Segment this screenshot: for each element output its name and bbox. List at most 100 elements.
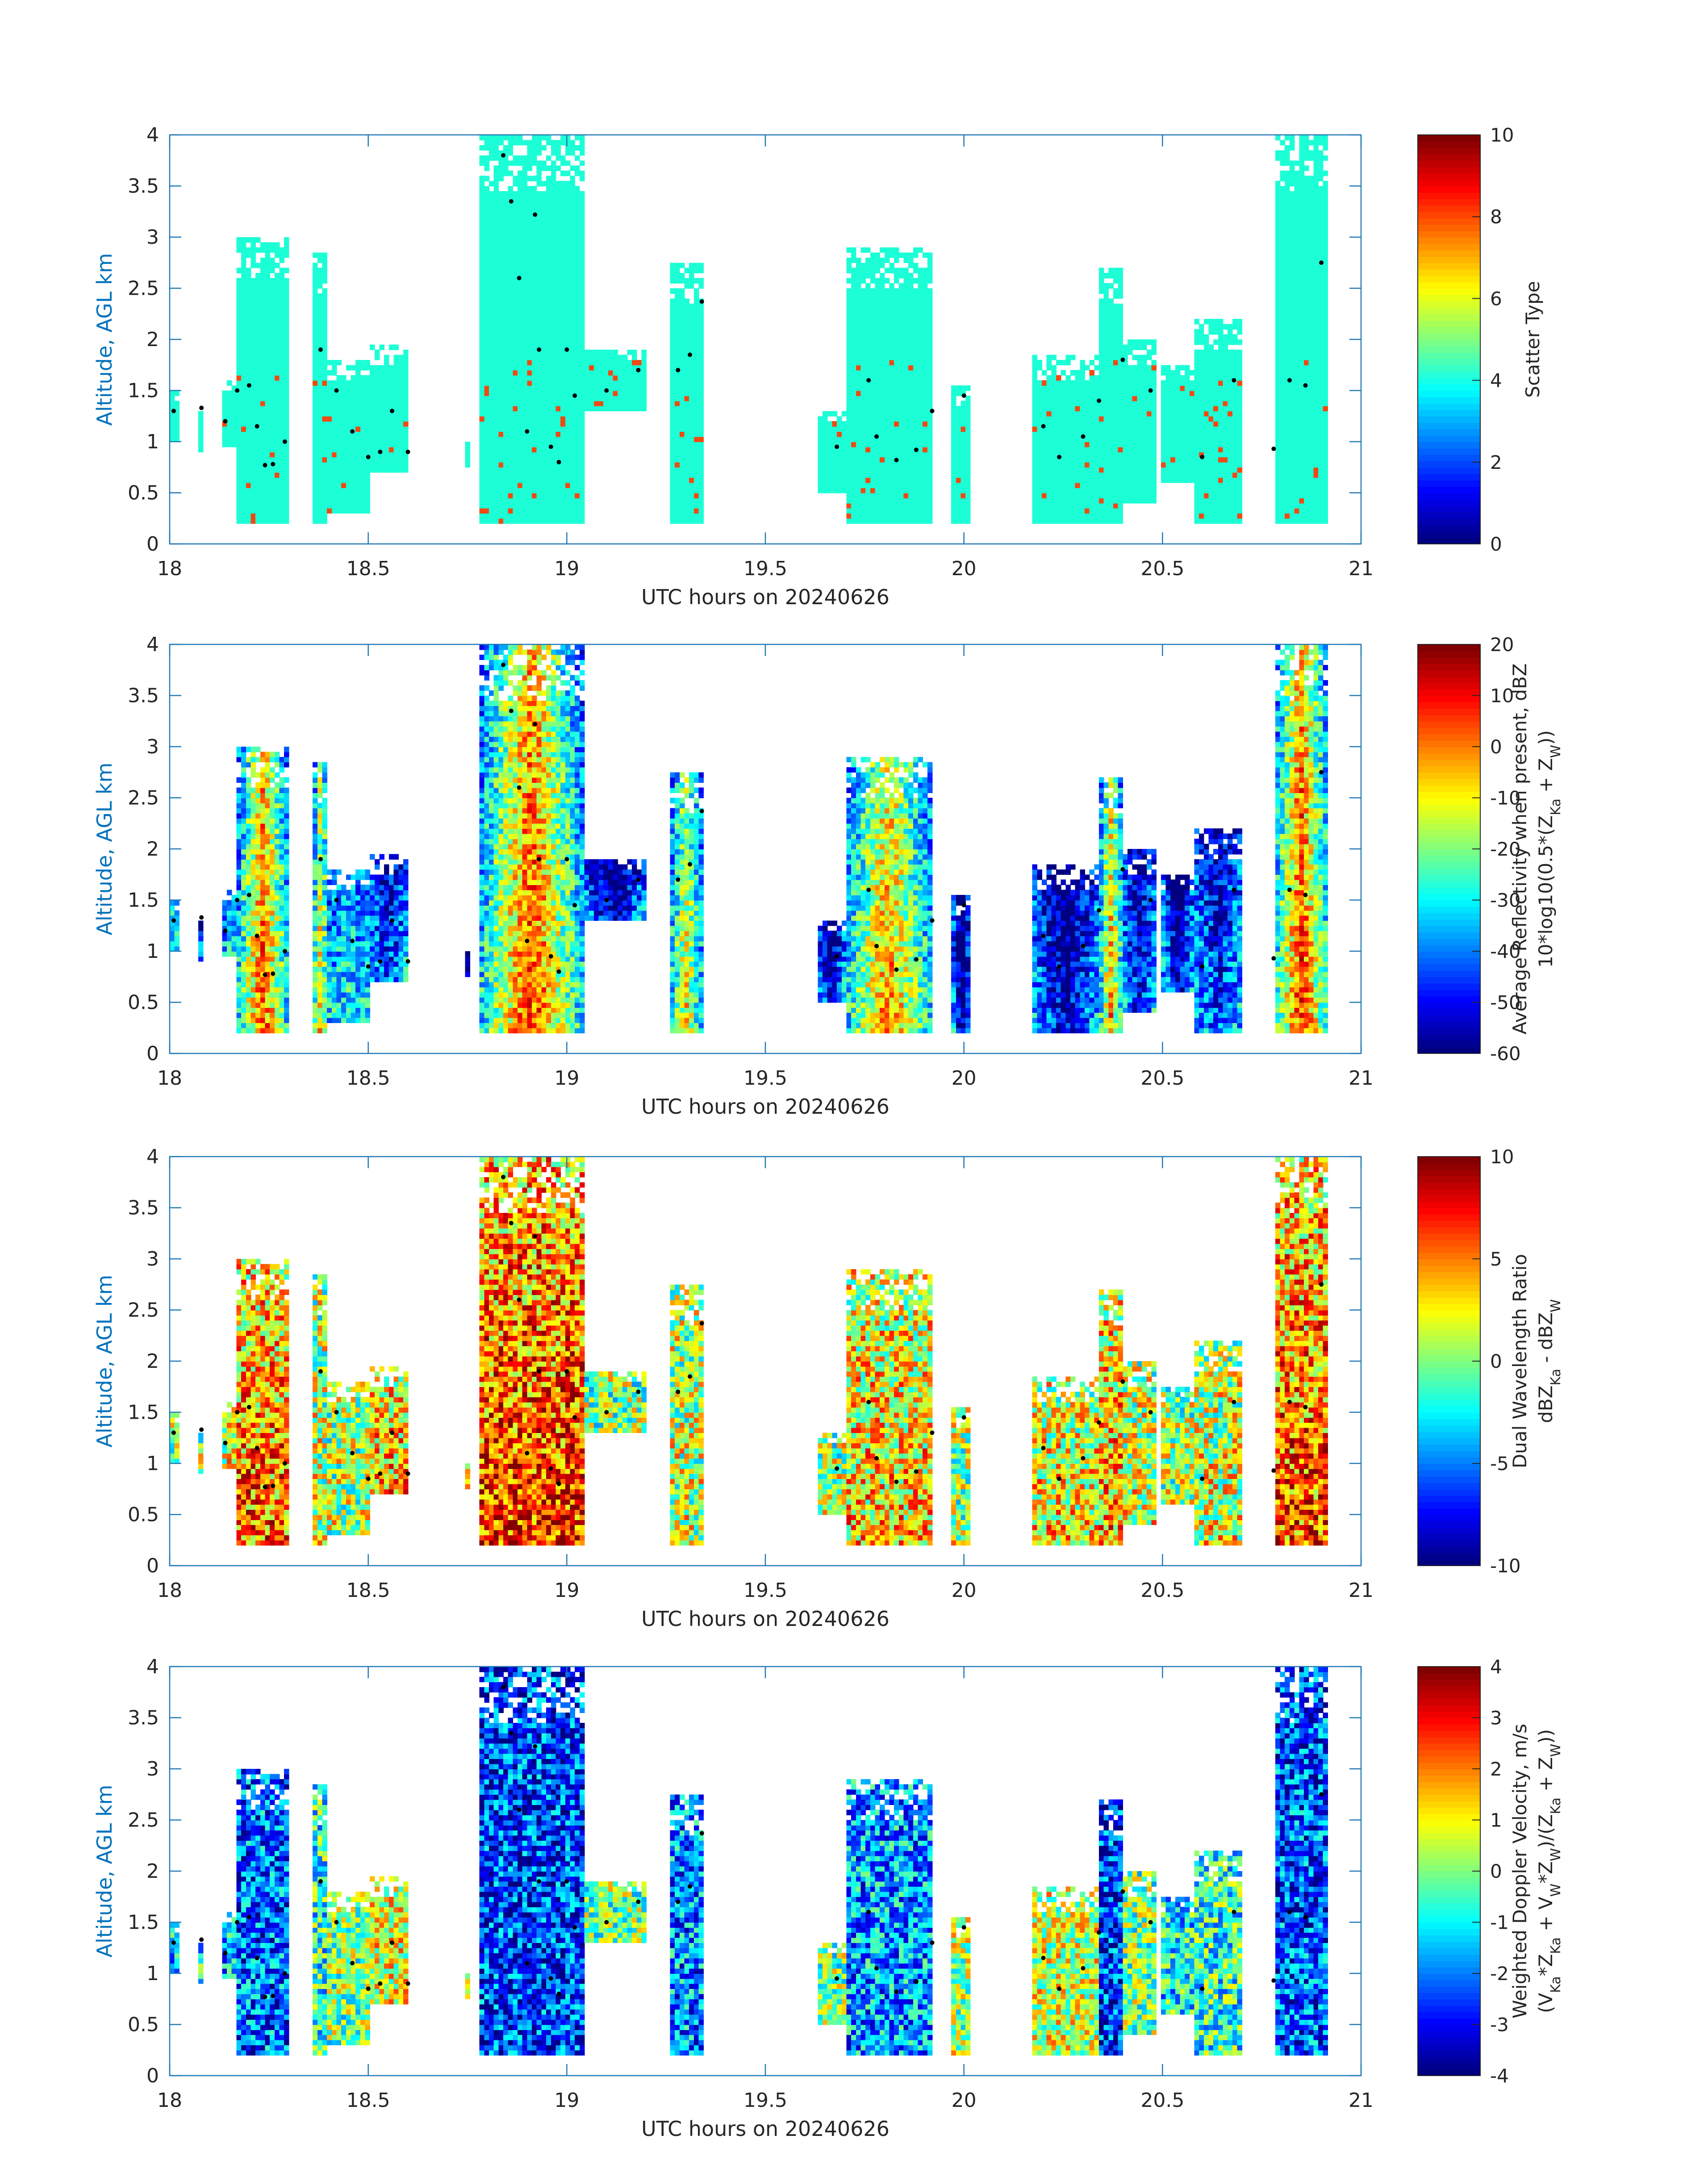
heatmap-cell bbox=[503, 508, 509, 514]
heatmap-cell bbox=[1070, 452, 1076, 457]
heatmap-cell bbox=[889, 309, 895, 314]
heatmap-cell bbox=[484, 252, 489, 258]
heatmap-cell bbox=[1085, 442, 1090, 447]
heatmap-cell bbox=[1065, 462, 1071, 468]
heatmap-cell bbox=[622, 385, 628, 391]
heatmap-cell bbox=[851, 391, 856, 396]
heatmap-cell bbox=[498, 247, 504, 253]
heatmap-cell bbox=[1094, 375, 1099, 380]
heatmap-cell bbox=[284, 431, 289, 437]
heatmap-cell bbox=[522, 181, 528, 186]
heatmap-cell bbox=[522, 283, 528, 288]
heatmap-cell bbox=[532, 288, 537, 294]
heatmap-cell bbox=[394, 462, 399, 468]
heatmap-cell bbox=[1099, 350, 1104, 355]
heatmap-cell bbox=[317, 447, 323, 452]
heatmap-cell bbox=[284, 498, 289, 503]
heatmap-cell bbox=[389, 447, 394, 452]
heatmap-cell bbox=[1075, 513, 1081, 518]
heatmap-cell bbox=[370, 421, 375, 426]
heatmap-cell bbox=[317, 360, 323, 365]
heatmap-cell bbox=[241, 385, 246, 391]
heatmap-cell bbox=[560, 135, 566, 140]
heatmap-cell bbox=[885, 431, 890, 437]
heatmap-cell bbox=[913, 437, 919, 442]
heatmap-cell bbox=[555, 319, 561, 324]
heatmap-cell bbox=[670, 350, 676, 355]
heatmap-cell bbox=[565, 493, 571, 498]
heatmap-cell bbox=[280, 375, 285, 380]
heatmap-cell bbox=[232, 442, 237, 447]
heatmap-cell bbox=[489, 477, 494, 483]
heatmap-cell bbox=[565, 222, 571, 227]
heatmap-cell bbox=[251, 401, 256, 406]
heatmap-cell bbox=[384, 416, 389, 422]
heatmap-cell bbox=[551, 360, 556, 365]
heatmap-cell bbox=[313, 488, 318, 493]
heatmap-cell bbox=[823, 442, 828, 447]
heatmap-cell bbox=[484, 442, 489, 447]
heatmap-cell bbox=[551, 401, 556, 406]
heatmap-cell bbox=[498, 171, 504, 176]
heatmap-cell bbox=[260, 242, 266, 247]
heatmap-cell bbox=[327, 396, 332, 401]
heatmap-cell bbox=[489, 431, 494, 437]
heatmap-cell bbox=[355, 426, 361, 432]
heatmap-cell bbox=[846, 518, 852, 524]
heatmap-cell bbox=[360, 406, 366, 411]
heatmap-cell bbox=[851, 370, 856, 376]
heatmap-cell bbox=[251, 324, 256, 330]
heatmap-cell bbox=[923, 360, 928, 365]
heatmap-cell bbox=[527, 447, 532, 452]
heatmap-cell bbox=[689, 518, 694, 524]
heatmap-cell bbox=[375, 370, 380, 376]
heatmap-cell bbox=[508, 206, 514, 212]
heatmap-cell bbox=[1094, 457, 1099, 462]
heatmap-cell bbox=[860, 319, 866, 324]
heatmap-cell bbox=[360, 467, 366, 472]
heatmap-cell bbox=[923, 252, 928, 258]
heatmap-cell bbox=[360, 483, 366, 488]
heatmap-cell bbox=[498, 334, 504, 340]
heatmap-cell bbox=[575, 360, 580, 365]
heatmap-cell bbox=[270, 314, 275, 319]
heatmap-cell bbox=[498, 166, 504, 171]
heatmap-cell bbox=[913, 334, 919, 340]
heatmap-cell bbox=[670, 263, 676, 268]
heatmap-cell bbox=[555, 396, 561, 401]
heatmap-cell bbox=[956, 483, 961, 488]
heatmap-cell bbox=[555, 314, 561, 319]
heatmap-cell bbox=[885, 365, 890, 370]
heatmap-cell bbox=[280, 355, 285, 360]
heatmap-cell bbox=[585, 360, 590, 365]
heatmap-cell bbox=[380, 365, 385, 370]
heatmap-cell bbox=[546, 309, 551, 314]
heatmap-cell bbox=[527, 212, 532, 217]
heatmap-cell bbox=[694, 324, 699, 330]
heatmap-cell bbox=[670, 457, 676, 462]
heatmap-cell bbox=[885, 314, 890, 319]
heatmap-cell bbox=[913, 350, 919, 355]
heatmap-cell bbox=[403, 437, 409, 442]
heatmap-cell bbox=[889, 508, 895, 514]
heatmap-cell bbox=[899, 483, 904, 488]
heatmap-cell bbox=[313, 334, 318, 340]
heatmap-cell bbox=[351, 365, 356, 370]
heatmap-cell bbox=[685, 472, 690, 478]
heatmap-cell bbox=[175, 401, 180, 406]
heatmap-cell bbox=[685, 324, 690, 330]
heatmap-cell bbox=[255, 329, 261, 334]
heatmap-cell bbox=[275, 508, 280, 514]
heatmap-cell bbox=[880, 273, 885, 278]
heatmap-cell bbox=[522, 380, 528, 386]
heatmap-cell bbox=[642, 365, 647, 370]
heatmap-cell bbox=[480, 155, 485, 161]
heatmap-cell bbox=[337, 431, 342, 437]
heatmap-cell bbox=[851, 247, 856, 253]
heatmap-cell bbox=[503, 472, 509, 478]
heatmap-cell bbox=[670, 498, 676, 503]
heatmap-cell bbox=[680, 350, 685, 355]
heatmap-cell bbox=[889, 477, 895, 483]
heatmap-cell bbox=[875, 314, 881, 319]
heatmap-cell bbox=[880, 462, 885, 468]
